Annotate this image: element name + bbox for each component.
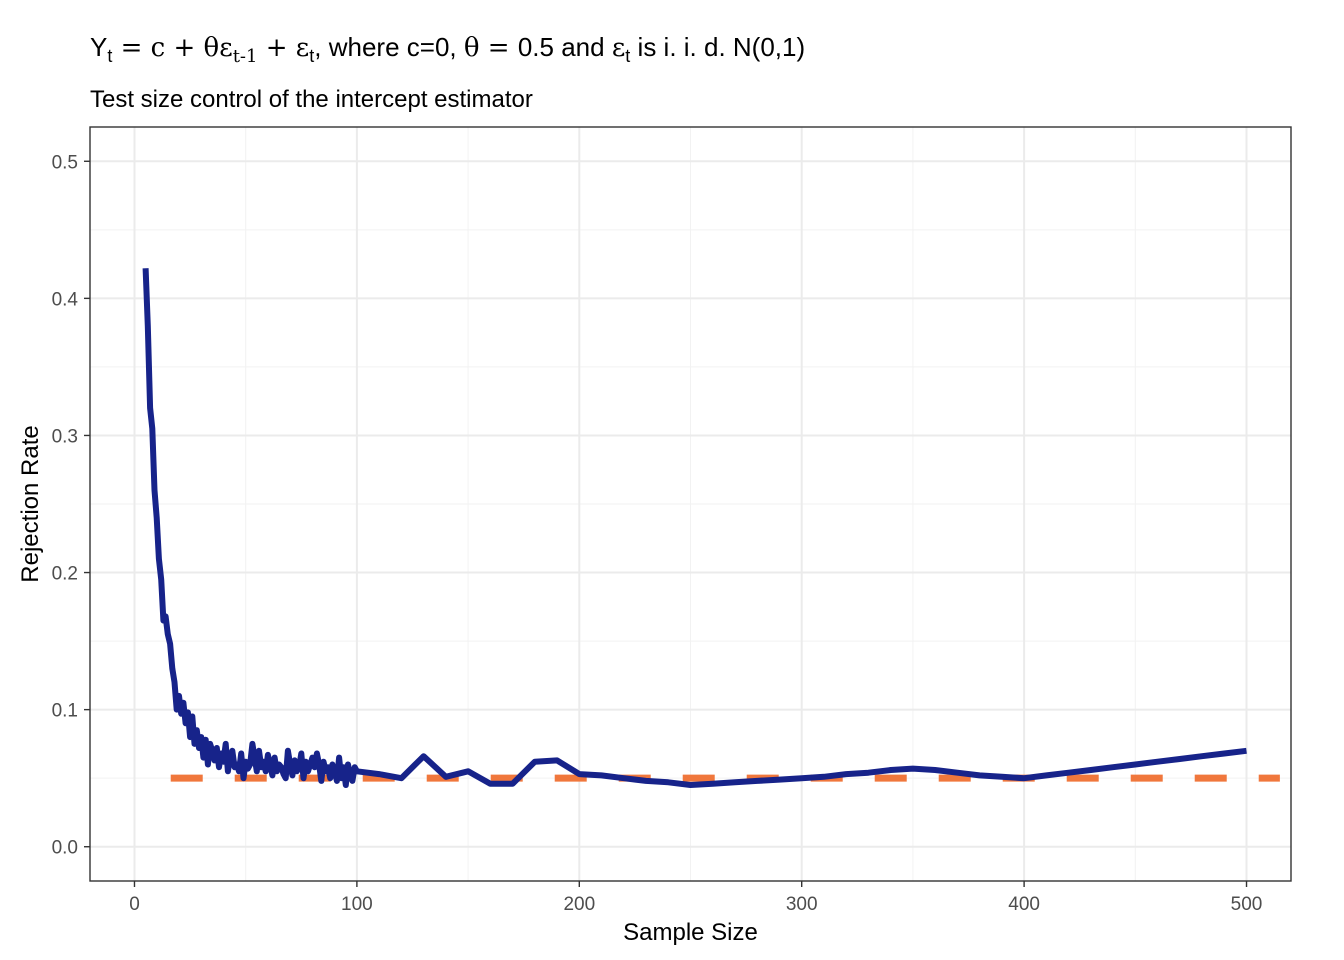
- chart-subtitle: Test size control of the intercept estim…: [90, 86, 533, 113]
- x-tick-label: 200: [563, 894, 595, 915]
- y-tick-label: 0.1: [52, 701, 78, 722]
- chart-title: Yt = c + θεt-1 + εt, where c=0, θ = 0.5 …: [90, 32, 806, 67]
- y-tick-label: 0.2: [52, 564, 78, 585]
- x-axis-label: Sample Size: [623, 919, 758, 946]
- x-tick-label: 300: [786, 894, 818, 915]
- x-tick-label: 0: [129, 894, 140, 915]
- x-tick-label: 400: [1008, 894, 1040, 915]
- x-tick-label: 500: [1231, 894, 1263, 915]
- x-tick-label: 100: [341, 894, 373, 915]
- y-tick-label: 0.0: [52, 838, 78, 859]
- y-axis: 0.0 0.1 0.2 0.3 0.4 0.5: [52, 152, 90, 859]
- grid-major: [90, 127, 1291, 881]
- y-tick-label: 0.3: [52, 426, 78, 447]
- y-tick-label: 0.4: [52, 289, 79, 310]
- y-axis-label: Rejection Rate: [17, 425, 44, 582]
- panel-border: [89, 126, 1292, 882]
- series-line: [142, 268, 1247, 788]
- y-tick-label: 0.5: [52, 152, 78, 173]
- series-group: [142, 268, 1247, 788]
- x-axis: 0 100 200 300 400 500: [129, 881, 1262, 915]
